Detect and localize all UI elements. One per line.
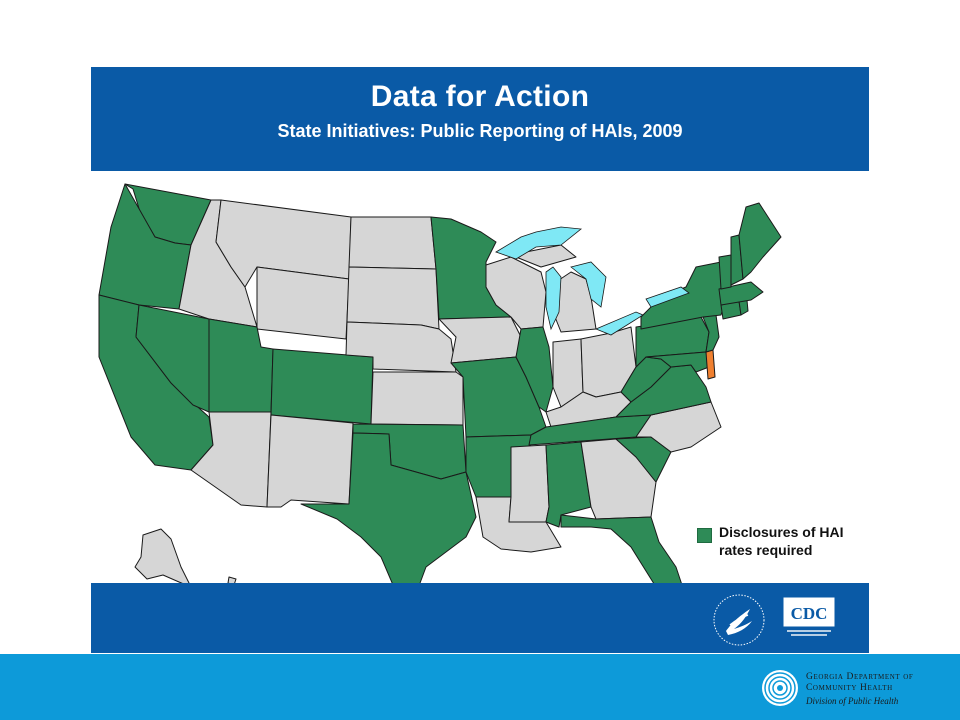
title-band: Data for Action State Initiatives: Publi…	[91, 67, 869, 171]
state-de	[705, 349, 716, 380]
state-ms	[508, 444, 550, 523]
state-nd	[348, 216, 437, 270]
state-me	[738, 202, 782, 280]
lake-michigan	[545, 266, 562, 331]
slide-panel: Data for Action State Initiatives: Publi…	[91, 67, 869, 653]
great-lakes	[495, 226, 690, 336]
lake-superior	[495, 226, 583, 260]
bottom-bar	[0, 654, 960, 720]
org-name-line2: Community Health	[806, 683, 893, 693]
state-co	[270, 348, 374, 425]
state-ma	[718, 281, 764, 306]
state-az	[190, 411, 272, 508]
state-ak	[134, 528, 192, 588]
gdch-logo: Georgia Department of Community Health D…	[760, 666, 956, 712]
gdch-emblem-icon	[762, 670, 798, 706]
org-division: Division of Public Health	[806, 696, 899, 706]
hhs-eagle-seal-icon	[713, 594, 765, 646]
state-wy	[256, 266, 350, 340]
cdc-logo-icon: CDC	[783, 597, 835, 636]
state-ks	[370, 371, 464, 426]
lake-ontario	[645, 286, 690, 308]
state-ut	[208, 318, 274, 413]
us-map	[98, 183, 782, 608]
org-name-line1: Georgia Department of	[806, 672, 914, 682]
cdc-logo-text: CDC	[791, 604, 828, 623]
legend-label: Disclosures of HAI rates required	[719, 524, 844, 558]
slide-title: Data for Action	[370, 80, 590, 113]
lake-huron	[570, 261, 607, 308]
lake-erie	[594, 311, 644, 336]
state-nm	[266, 414, 354, 508]
slide-subtitle: State Initiatives: Public Reporting of H…	[277, 121, 683, 141]
state-vt	[718, 254, 732, 290]
state-sd	[346, 266, 440, 330]
legend-swatch	[697, 528, 712, 543]
